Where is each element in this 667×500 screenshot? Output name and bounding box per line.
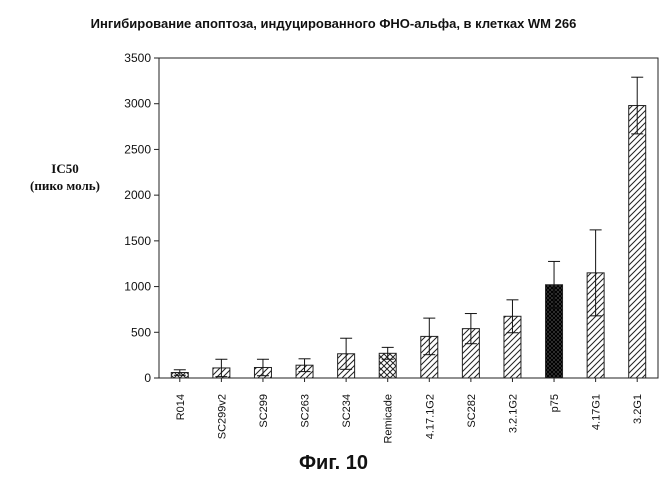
y-tick-label: 500 xyxy=(131,325,151,339)
x-tick-label: SC299 xyxy=(258,394,270,428)
x-tick-label: SC263 xyxy=(300,394,312,428)
x-tick-label: R014 xyxy=(175,394,187,420)
x-tick-label: SC299v2 xyxy=(216,394,228,439)
y-tick-label: 3500 xyxy=(124,51,151,65)
x-tick-label: SC234 xyxy=(341,394,353,428)
x-tick-label: p75 xyxy=(549,394,561,412)
figure-caption: Фиг. 10 xyxy=(0,452,667,475)
bar-3.2G1 xyxy=(629,106,646,378)
x-tick-label: 3.2.1G2 xyxy=(507,394,519,433)
x-tick-label: Remicade xyxy=(383,394,395,444)
x-tick-label: 3.2G1 xyxy=(632,394,644,424)
y-tick-label: 2500 xyxy=(124,142,151,156)
x-tick-label: SC282 xyxy=(466,394,478,428)
y-tick-label: 3000 xyxy=(124,97,151,111)
x-tick-label: 4.17.1G2 xyxy=(424,394,436,439)
y-tick-label: 1000 xyxy=(124,280,151,294)
y-tick-label: 2000 xyxy=(124,188,151,202)
y-tick-label: 1500 xyxy=(124,234,151,248)
y-tick-label: 0 xyxy=(144,371,151,385)
x-tick-label: 4.17G1 xyxy=(591,394,603,430)
plot-frame xyxy=(159,58,658,378)
